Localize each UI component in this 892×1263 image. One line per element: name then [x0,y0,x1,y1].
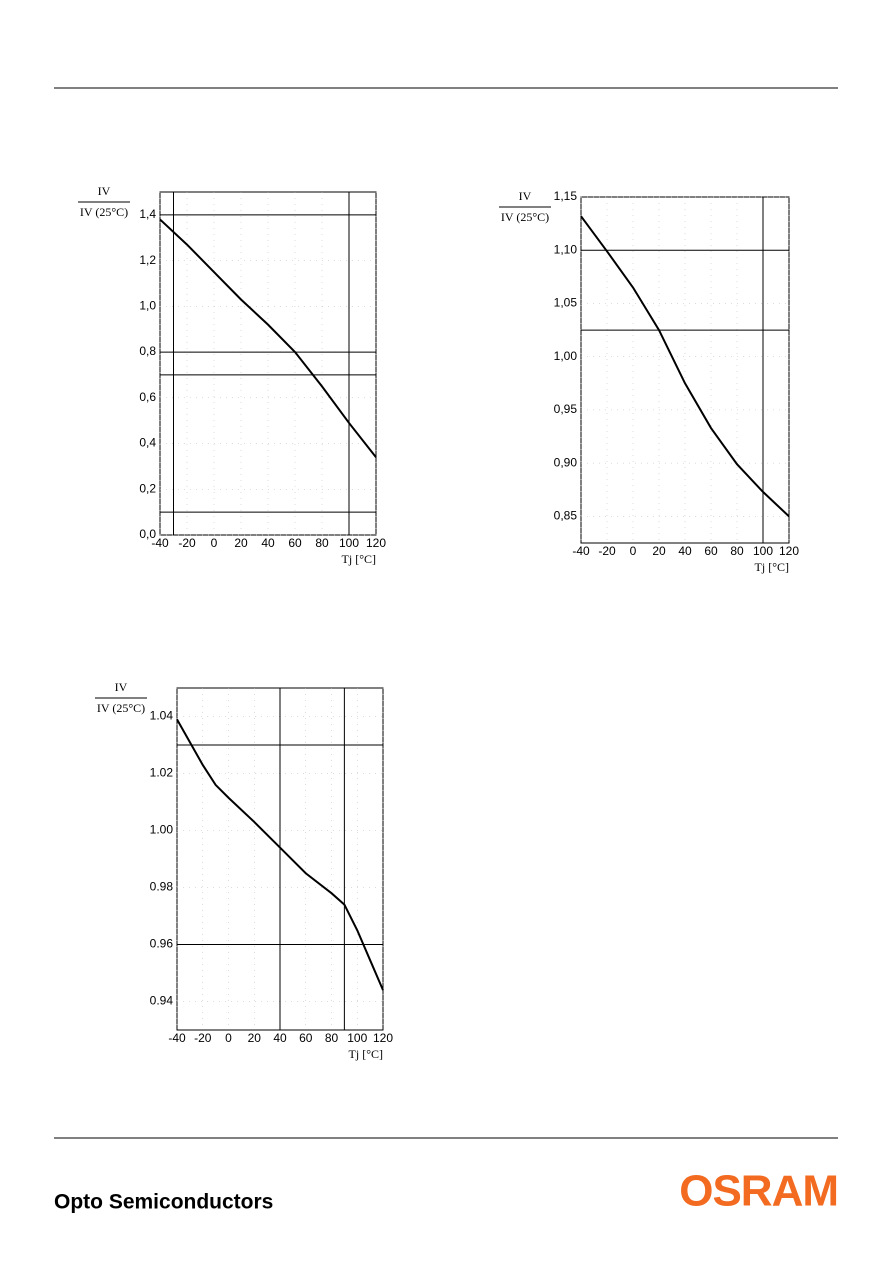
y-tick-label: 0,4 [139,436,156,450]
curve [580,215,790,518]
x-tick-label: 100 [339,536,359,550]
x-tick-label: 100 [347,1031,367,1045]
y-tick-label: 0,6 [139,390,156,404]
x-tick-label: -20 [178,536,196,550]
y-tick-label: 1,15 [554,189,578,203]
x-tick-label: 80 [730,544,744,558]
y-tick-label: 1.04 [150,709,174,723]
logo: OSRAM [679,1167,838,1216]
x-tick-label: 60 [299,1031,313,1045]
y-tick-label: 1.02 [150,766,174,780]
y-tick-label: 0,2 [139,481,156,495]
x-tick-label: 20 [234,536,248,550]
x-tick-label: 60 [704,544,718,558]
x-tick-label: 20 [248,1031,262,1045]
y-tick-label: 0,85 [554,509,578,523]
y-tick-label: 1,05 [554,296,578,310]
x-tick-label: 20 [652,544,666,558]
y-tick-label: 1,0 [139,299,156,313]
company-name: Opto Semiconductors [54,1191,273,1214]
x-tick-label: 80 [325,1031,339,1045]
y-axis-label: IV (25°C) [501,210,549,224]
x-axis-label: Tj [°C] [755,560,789,574]
y-tick-label: 0.94 [150,994,174,1008]
y-tick-label: 0.96 [150,937,174,951]
x-tick-label: -20 [194,1031,212,1045]
y-tick-label: 0,95 [554,402,578,416]
x-tick-label: 120 [366,536,386,550]
x-tick-label: 40 [261,536,275,550]
y-tick-label: 1.00 [150,823,174,837]
x-axis-label: Tj [°C] [349,1047,383,1061]
curve [159,218,377,458]
x-tick-label: 80 [315,536,329,550]
y-axis-label: IV (25°C) [80,205,128,219]
y-axis-label: IV [98,184,111,198]
x-tick-label: 0 [630,544,637,558]
y-tick-label: 1,00 [554,349,578,363]
x-tick-label: -40 [168,1031,186,1045]
y-axis-label: IV (25°C) [97,701,145,715]
x-tick-label: 40 [273,1031,287,1045]
x-tick-label: -20 [598,544,616,558]
y-tick-label: 0,90 [554,455,578,469]
x-tick-label: -40 [151,536,169,550]
x-tick-label: 120 [779,544,799,558]
y-axis-label: IV [519,189,532,203]
y-tick-label: 1,4 [139,207,156,221]
x-tick-label: 120 [373,1031,393,1045]
x-axis-label: Tj [°C] [342,552,376,566]
y-tick-label: 0.98 [150,880,174,894]
x-tick-label: 0 [211,536,218,550]
curve [176,718,384,991]
y-tick-label: 1,2 [139,253,156,267]
x-tick-label: 0 [225,1031,232,1045]
y-tick-label: 0,8 [139,344,156,358]
x-tick-label: 40 [678,544,692,558]
x-tick-label: 60 [288,536,302,550]
y-tick-label: 0,0 [139,527,156,541]
y-axis-label: IV [115,680,128,694]
x-tick-label: 100 [753,544,773,558]
x-tick-label: -40 [572,544,590,558]
plot-frame [159,191,377,536]
y-tick-label: 1,10 [554,242,578,256]
